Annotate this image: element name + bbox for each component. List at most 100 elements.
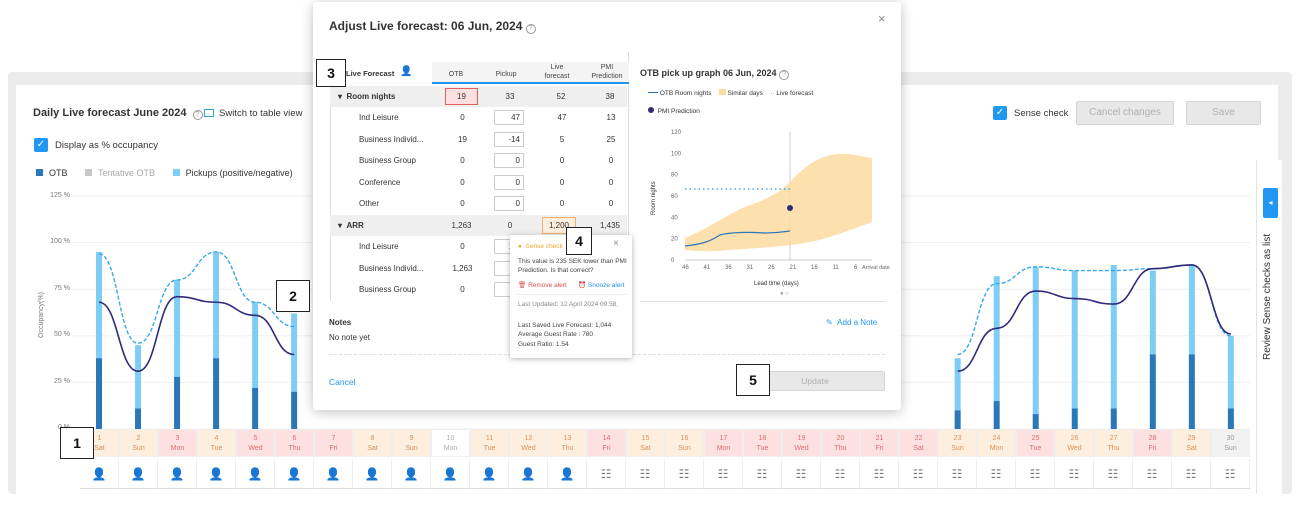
day-cell[interactable]: 13 Thu <box>548 429 587 457</box>
pickup-input[interactable]: -14 <box>494 131 524 147</box>
help-icon[interactable]: ? <box>192 110 203 120</box>
day-cell[interactable]: 14 Fri <box>587 429 626 457</box>
user-edit-icon[interactable]: 👤 <box>119 459 158 489</box>
user-edit-icon[interactable]: 👤 <box>80 459 119 489</box>
day-cell[interactable]: 18 Tue <box>743 429 782 457</box>
day-cell[interactable]: 26 Wed <box>1055 429 1094 457</box>
arr-label[interactable]: ▾ ARR <box>338 221 364 230</box>
day-cell[interactable]: 20 Thu <box>821 429 860 457</box>
popup-last-saved: Last Saved Live Forecast: 1,044 <box>518 322 612 329</box>
group-icon[interactable]: ☷ <box>743 459 782 489</box>
callout-2: 2 <box>276 280 310 312</box>
add-note-button[interactable]: ✎ Add a Note <box>826 318 878 327</box>
user-edit-icon[interactable]: 👤 <box>400 66 413 77</box>
day-number: 1 <box>97 435 102 442</box>
day-cell[interactable]: 7 Fri <box>314 429 353 457</box>
day-cell[interactable]: 8 Sat <box>353 429 392 457</box>
graph-y-tick: 0 <box>671 258 675 264</box>
user-edit-icon[interactable]: 👤 <box>158 459 197 489</box>
help-icon[interactable]: ? <box>525 24 536 34</box>
room-nights-row[interactable] <box>330 86 627 107</box>
user-edit-icon[interactable]: 👤 <box>548 459 587 489</box>
live-forecast-label: Live Forecast <box>346 69 395 78</box>
close-icon[interactable]: × <box>878 11 886 26</box>
day-cell[interactable]: 9 Sun <box>392 429 431 457</box>
group-icon[interactable]: ☷ <box>1016 459 1055 489</box>
user-edit-icon[interactable]: 👤 <box>353 459 392 489</box>
day-cell[interactable]: 17 Mon <box>704 429 743 457</box>
user-edit-icon[interactable]: 👤 <box>509 459 548 489</box>
switch-table-view-button[interactable]: Switch to table view <box>204 108 302 119</box>
day-cell[interactable]: 5 Wed <box>236 429 275 457</box>
day-cell[interactable]: 10 Mon <box>431 429 470 457</box>
pickup-bar <box>1188 264 1195 355</box>
day-cell[interactable]: 21 Fri <box>860 429 899 457</box>
group-icon[interactable]: ☷ <box>782 459 821 489</box>
cancel-button[interactable]: Cancel <box>329 377 356 387</box>
pickup-input[interactable]: 0 <box>494 153 524 169</box>
group-icon[interactable]: ☷ <box>938 459 977 489</box>
user-edit-icon[interactable]: 👤 <box>392 459 431 489</box>
group-icon[interactable]: ☷ <box>821 459 860 489</box>
room-nights-label[interactable]: ▾ Room nights <box>338 92 396 101</box>
day-cell[interactable]: 23 Sun <box>938 429 977 457</box>
snooze-alert-button[interactable]: ⏰ Snooze alert <box>578 282 625 289</box>
group-icon[interactable]: ☷ <box>860 459 899 489</box>
popup-close-icon[interactable]: × <box>613 238 619 249</box>
user-edit-icon[interactable]: 👤 <box>236 459 275 489</box>
help-icon[interactable]: ? <box>779 70 790 80</box>
group-icon[interactable]: ☷ <box>1094 459 1133 489</box>
remove-alert-button[interactable]: 🗑 Remove alert <box>518 282 567 289</box>
group-icon[interactable]: ☷ <box>704 459 743 489</box>
day-cell[interactable]: 12 Wed <box>509 429 548 457</box>
cancel-changes-button[interactable]: Cancel changes <box>1076 101 1174 125</box>
day-cell[interactable]: 22 Sat <box>899 429 938 457</box>
user-edit-icon[interactable]: 👤 <box>431 459 470 489</box>
day-weekday: Sat <box>640 445 651 452</box>
day-cell[interactable]: 29 Sat <box>1172 429 1211 457</box>
segment-row: Business Individ... 19 -14 5 25 <box>330 128 627 151</box>
group-icon[interactable]: ☷ <box>1211 459 1250 489</box>
day-cell[interactable]: 4 Tue <box>197 429 236 457</box>
pickup-input[interactable]: 0 <box>494 196 524 212</box>
day-cell[interactable]: 2 Sun <box>119 429 158 457</box>
day-cell[interactable]: 25 Tue <box>1016 429 1055 457</box>
group-icon[interactable]: ☷ <box>977 459 1016 489</box>
pickup-input[interactable]: 47 <box>494 110 524 125</box>
day-number: 4 <box>214 435 219 442</box>
pickup-input[interactable]: 0 <box>494 174 524 190</box>
pager-dots[interactable]: ● ○ <box>780 291 789 297</box>
day-cell[interactable]: 15 Sat <box>626 429 665 457</box>
group-icon[interactable]: ☷ <box>1172 459 1211 489</box>
group-icon[interactable]: ☷ <box>899 459 938 489</box>
day-cell[interactable]: 16 Sun <box>665 429 704 457</box>
tentative-swatch <box>85 169 93 176</box>
day-cell[interactable]: 6 Thu <box>275 429 314 457</box>
day-weekday: Thu <box>288 445 301 452</box>
day-cell[interactable]: 30 Sun <box>1211 429 1250 457</box>
segment-row: Ind Leisure 0 47 47 13 <box>330 107 627 129</box>
group-icon[interactable]: ☷ <box>665 459 704 489</box>
otb-bar <box>174 376 181 429</box>
chevron-left-icon[interactable]: ◂ <box>1263 188 1278 218</box>
group-icon[interactable]: ☷ <box>587 459 626 489</box>
group-icon[interactable]: ☷ <box>1133 459 1172 489</box>
user-edit-icon[interactable]: 👤 <box>197 459 236 489</box>
group-icon[interactable]: ☷ <box>1055 459 1094 489</box>
day-cell[interactable]: 19 Wed <box>782 429 821 457</box>
review-sense-checks-label[interactable]: Review Sense checks as list <box>1262 233 1273 360</box>
day-cell[interactable]: 3 Mon <box>158 429 197 457</box>
day-cell[interactable]: 11 Tue <box>470 429 509 457</box>
user-edit-icon[interactable]: 👤 <box>470 459 509 489</box>
display-occupancy-checkbox[interactable]: ✓ <box>34 138 48 152</box>
callout-5: 5 <box>736 364 770 396</box>
sense-check-checkbox[interactable]: ✓ <box>993 106 1007 120</box>
group-icon[interactable]: ☷ <box>626 459 665 489</box>
user-edit-icon[interactable]: 👤 <box>275 459 314 489</box>
save-button[interactable]: Save <box>1186 101 1261 125</box>
day-cell[interactable]: 24 Mon <box>977 429 1016 457</box>
day-cell[interactable]: 27 Thu <box>1094 429 1133 457</box>
user-edit-icon[interactable]: 👤 <box>314 459 353 489</box>
sense-check-title: ● Sense check <box>518 243 563 250</box>
day-cell[interactable]: 28 Fri <box>1133 429 1172 457</box>
